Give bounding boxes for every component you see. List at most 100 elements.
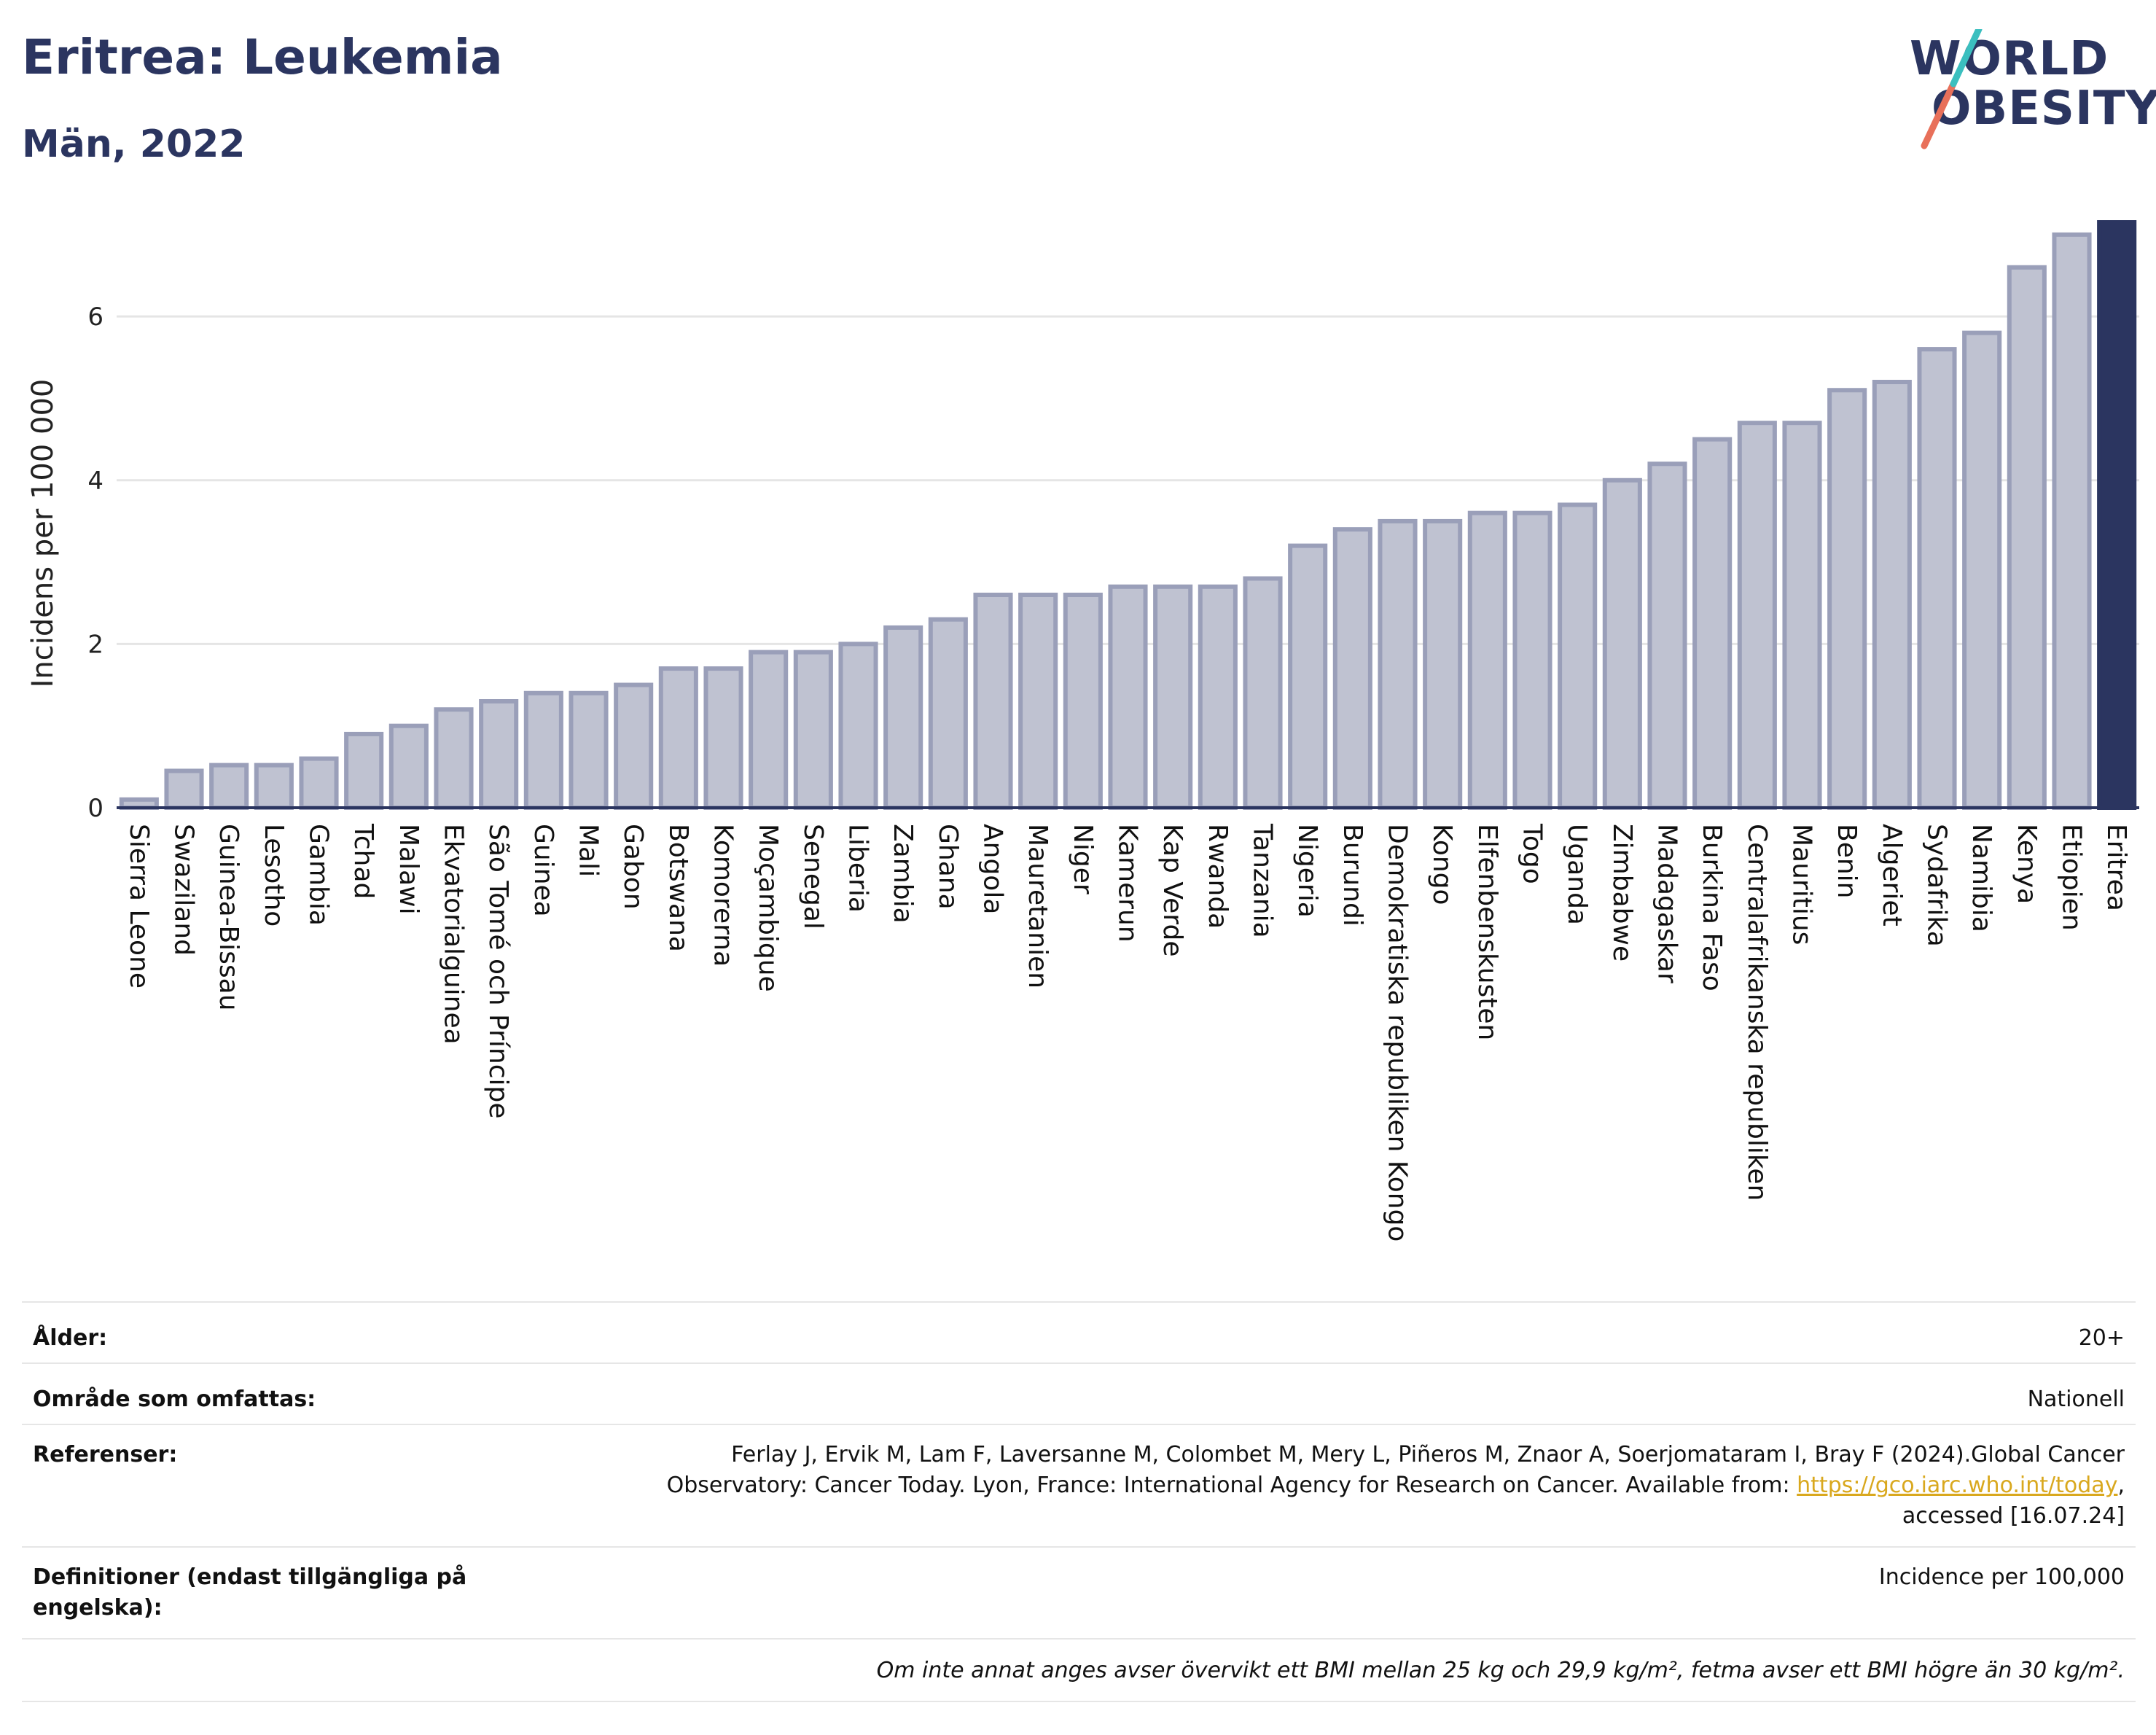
bar-burundi [1332, 527, 1372, 810]
bar-guinea [523, 690, 563, 810]
logo-text-line1: WORLD [1910, 32, 2109, 86]
x-tick-label: Kongo [1427, 824, 1457, 905]
y-tick-label: 6 [87, 303, 103, 332]
meta-ref-label: Referenser: [33, 1442, 178, 1467]
bar-elfenbenskusten [1467, 510, 1507, 810]
x-tick-label: Guinea [528, 824, 558, 917]
bar-ekvatorialguinea [434, 707, 474, 810]
bar-ghana [928, 617, 968, 810]
bar-mauretanien [1018, 593, 1058, 810]
bar-zimbabwe [1602, 477, 1642, 810]
ref-line-2-text: Observatory: Cancer Today. Lyon, France:… [666, 1473, 1797, 1498]
x-tick-label: Mauritius [1787, 824, 1817, 945]
x-tick-label: Tanzania [1248, 823, 1278, 938]
x-tick-label: Liberia [843, 824, 873, 913]
x-tick-label: Moçambique [753, 824, 783, 992]
meta-age-label: Ålder: [33, 1325, 108, 1351]
x-tick-label: Uganda [1562, 824, 1592, 925]
bar-gambia [299, 756, 339, 810]
y-tick-label: 2 [87, 630, 103, 659]
x-tick-label: Demokratiska republiken Kongo [1383, 824, 1413, 1241]
meta-note: Om inte annat anges avser övervikt ett B… [876, 1658, 2125, 1683]
world-obesity-logo: WORLD OBESITY [1895, 29, 2156, 157]
x-tick-label: Guinea-Bissau [214, 824, 243, 1011]
bar-benin [1827, 388, 1867, 810]
x-tick-label: Rwanda [1203, 824, 1233, 929]
x-tick-label: Mali [574, 824, 604, 877]
x-tick-label: Algeriet [1877, 824, 1907, 927]
x-tick-label: Etiopien [2057, 824, 2087, 931]
ref-line-2-tail: , [2117, 1473, 2125, 1498]
meta-row-definitions: Definitioner (endast tillgängliga på eng… [22, 1546, 2136, 1640]
bar-sydafrika [1917, 347, 1957, 811]
x-tick-label: Malawi [394, 824, 423, 915]
bar-lesotho [254, 763, 294, 810]
logo-text-line2: OBESITY [1932, 82, 2156, 136]
x-tick-label: Zambia [888, 824, 918, 924]
bar-rwanda [1198, 584, 1238, 810]
ref-link[interactable]: https://gco.iarc.who.int/today [1797, 1473, 2118, 1498]
bar-tanzania [1243, 576, 1283, 810]
x-tick-label: Eritrea [2101, 824, 2131, 911]
bar-chart: 0 2 4 6 Incidens per 100 000 Sierra Leone Swa… [26, 220, 2139, 1241]
logo-slash-icon [1921, 29, 1983, 149]
bar-kenya [2007, 265, 2047, 811]
bar-liberia [838, 642, 878, 811]
x-tick-label: Benin [1832, 824, 1862, 898]
x-tick-label: Kamerun [1113, 824, 1143, 943]
bar-botswana [658, 666, 698, 810]
bar-mauritius [1782, 421, 1822, 810]
bars-layer [119, 220, 2137, 811]
meta-age-value: 20+ [2078, 1325, 2125, 1351]
x-tick-label: Sydafrika [1922, 824, 1952, 947]
x-tick-label: Niger [1068, 824, 1098, 894]
x-tick-label: Botswana [663, 824, 693, 952]
meta-row-references: Referenser: Ferlay J, Ervik M, Lam F, La… [22, 1424, 2136, 1548]
bar-swaziland [164, 768, 204, 811]
meta-row-area: Område som omfattas: Nationell [22, 1362, 2136, 1425]
bar-kamerun [1108, 584, 1148, 810]
ref-line-1: Ferlay J, Ervik M, Lam F, Laversanne M, … [731, 1442, 2125, 1467]
bar-tchad [344, 731, 384, 811]
bar-komorerna [703, 666, 743, 810]
y-tick-label: 0 [87, 794, 103, 823]
bar-niger [1063, 593, 1103, 810]
bar-eritrea [2097, 220, 2137, 810]
bar-centralafrikanska-republiken [1737, 421, 1777, 810]
labels-layer: Sierra Leone Swaziland Guinea-Bissau Lesoth… [124, 823, 2131, 1241]
ref-line-2: Observatory: Cancer Today. Lyon, France:… [667, 1470, 2125, 1501]
bar-mo-ambique [749, 650, 789, 810]
x-tick-label: Angola [978, 824, 1008, 914]
bar-guinea-bissau [209, 763, 249, 810]
x-tick-label: Komorerna [708, 824, 738, 967]
page-title: Eritrea: Leukemia [22, 29, 503, 85]
bar-malawi [388, 723, 429, 811]
bar-s-o-tom-och-pr-ncipe [479, 699, 519, 810]
x-tick-label: Burundi [1337, 824, 1367, 927]
x-tick-label: Zimbabwe [1607, 824, 1637, 962]
y-axis-label: Incidens per 100 000 [26, 379, 60, 688]
x-tick-label: Swaziland [169, 824, 199, 956]
x-tick-label: Sierra Leone [124, 824, 154, 989]
x-tick-label: Elfenbenskusten [1472, 824, 1502, 1040]
x-tick-label: Madagaskar [1652, 824, 1682, 983]
x-tick-label: Nigeria [1292, 824, 1322, 918]
bar-uganda [1558, 502, 1598, 810]
page-subtitle: Män, 2022 [22, 122, 246, 166]
x-tick-label: Kap Verde [1157, 824, 1187, 956]
x-tick-label: Namibia [1966, 824, 1996, 932]
meta-area-label: Område som omfattas: [33, 1387, 316, 1412]
x-tick-label: Burkina Faso [1697, 824, 1727, 991]
bar-demokratiska-republiken-kongo [1378, 518, 1418, 810]
y-tick-label: 4 [87, 467, 103, 496]
x-tick-label: Ekvatorialguinea [439, 824, 469, 1045]
bar-senegal [793, 650, 833, 810]
bar-angola [973, 593, 1013, 810]
meta-def-label: Definitioner (endast tillgängliga på eng… [33, 1564, 467, 1621]
x-tick-label: Ghana [933, 824, 963, 910]
bar-kongo [1423, 518, 1463, 810]
meta-row-note: Om inte annat anges avser övervikt ett B… [22, 1638, 2136, 1702]
x-tick-label: Centralafrikanska republiken [1742, 824, 1772, 1201]
ref-line-3: accessed [16.07.24] [1902, 1503, 2125, 1529]
bar-burkina-faso [1692, 437, 1733, 810]
